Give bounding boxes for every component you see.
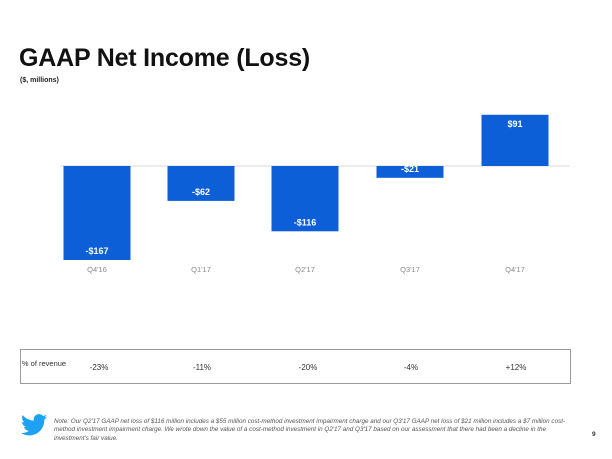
bar-Q4'17 [481,114,549,166]
revenue-percent-cell: -20% [298,363,318,372]
data-label: -$62 [192,187,210,197]
revenue-percent-table: % of revenue -23% -11% -20% -4% +12% [20,349,571,384]
footnote: Note: Our Q2'17 GAAP net loss of $116 mi… [54,418,566,442]
revenue-percent-cell: -23% [89,363,109,372]
revenue-percent-cell: -4% [403,363,419,372]
revenue-percent-cell: +12% [505,363,527,372]
data-label: -$167 [85,246,108,256]
category-label: Q4'17 [505,265,525,274]
page-subtitle: ($, millions) [20,77,59,84]
category-label: Q3'17 [400,265,420,274]
bar-Q4'16 [63,166,131,260]
data-label: -$21 [401,164,419,174]
category-label: Q2'17 [295,265,315,274]
data-label: $91 [507,119,522,129]
bar-Q2'17 [271,166,339,232]
data-label: -$116 [294,217,317,227]
revenue-percent-cell: -11% [192,363,212,372]
page-number: 9 [592,431,596,438]
page-title: GAAP Net Income (Loss) [19,44,311,72]
bar-Q1'17 [167,166,235,201]
revenue-percent-label: % of revenue [21,359,67,368]
net-income-bar-chart: -$167 Q4'16 -$62 Q1'17 -$116 Q2'17 -$21 Q3'17 $9… [60,114,570,274]
bar-Q3'17 [376,166,444,178]
category-label: Q4'16 [87,265,107,274]
category-label: Q1'17 [191,265,211,274]
twitter-bird-icon [21,414,47,436]
